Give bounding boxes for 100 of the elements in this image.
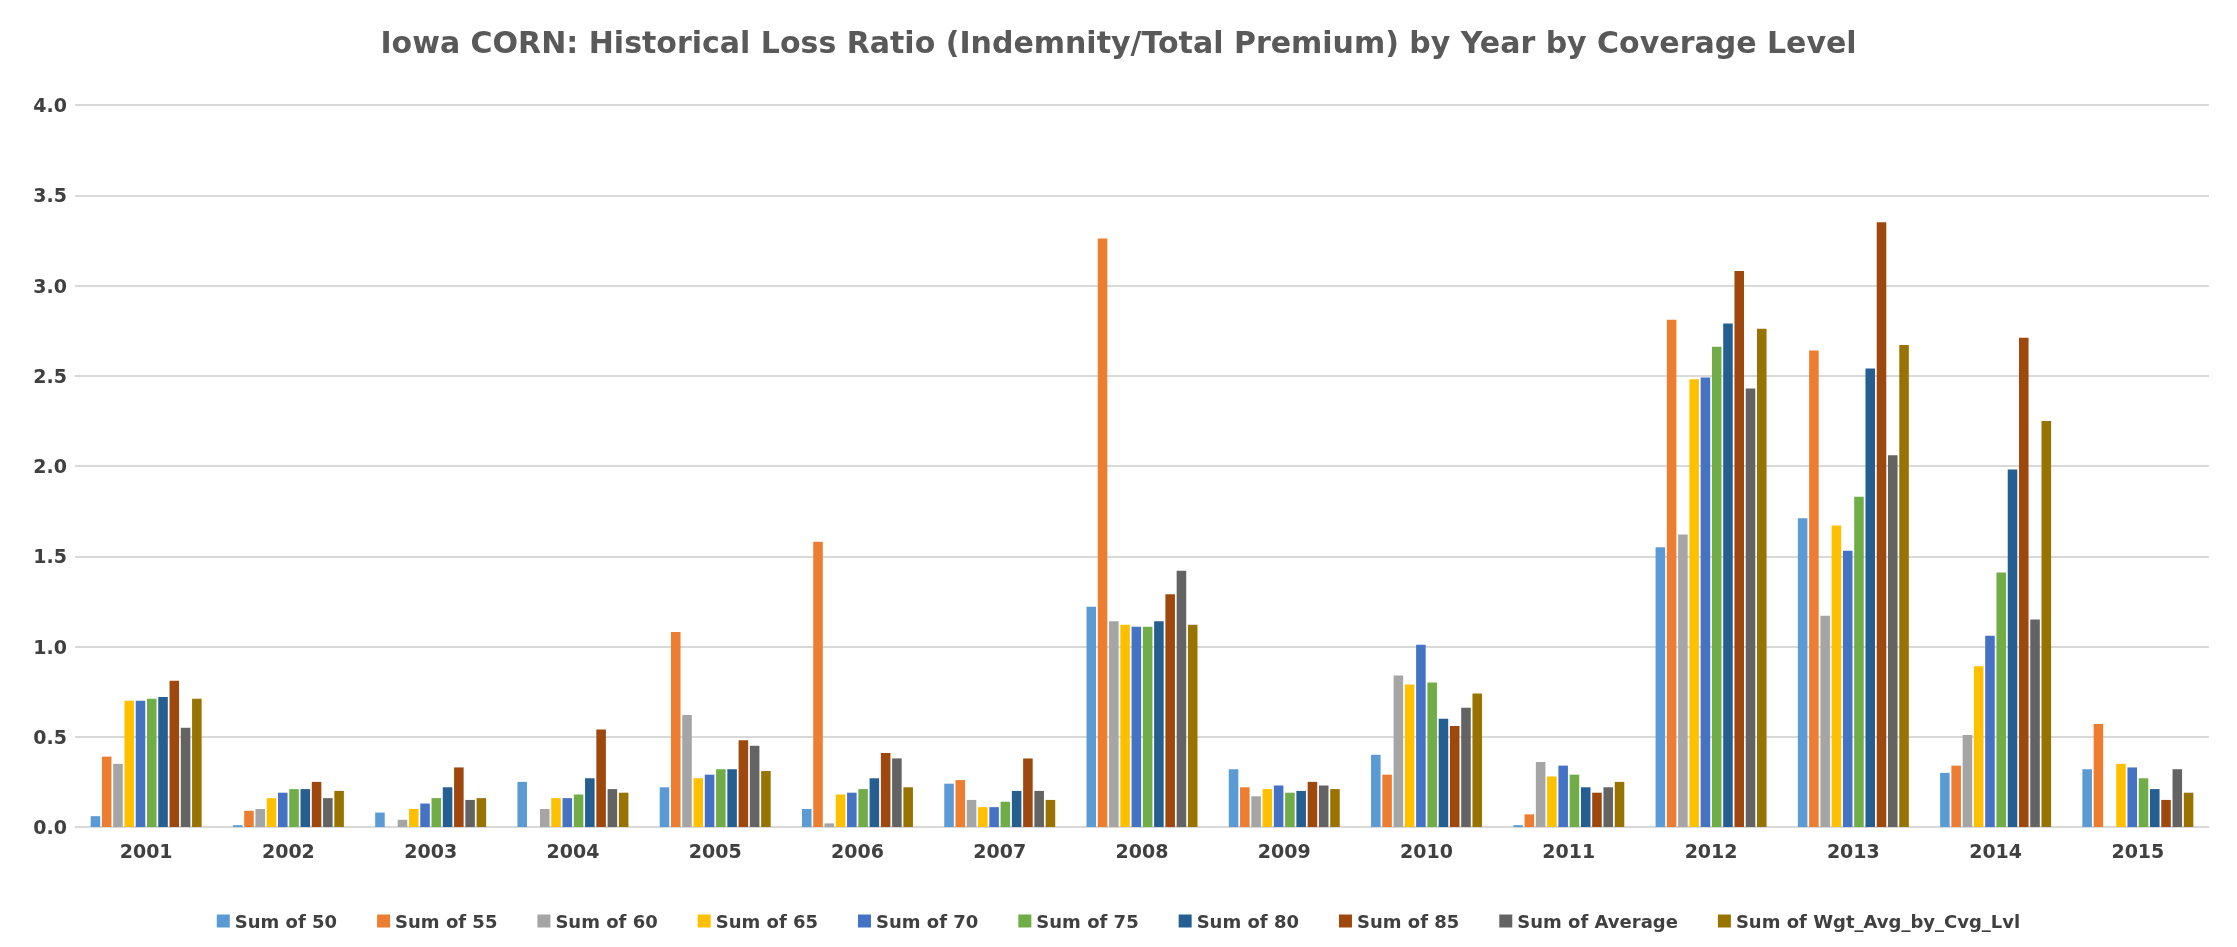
x-tick-label: 2002 xyxy=(261,839,315,862)
x-tick-label: 2001 xyxy=(119,839,173,862)
bar xyxy=(1393,675,1404,827)
bar xyxy=(1176,570,1187,827)
bar xyxy=(1842,550,1853,827)
bar xyxy=(618,792,629,827)
x-tick-label: 2014 xyxy=(1969,839,2023,862)
bar xyxy=(847,792,857,827)
bar xyxy=(682,715,692,827)
bar xyxy=(375,812,385,827)
bar xyxy=(1273,785,1284,827)
bar xyxy=(551,798,561,827)
bar xyxy=(1655,547,1666,827)
bar xyxy=(562,798,573,827)
bar xyxy=(738,740,749,827)
bar xyxy=(1034,790,1044,827)
bar xyxy=(1689,379,1699,827)
bar xyxy=(989,807,999,827)
bar xyxy=(517,781,527,827)
bar xyxy=(1187,624,1198,827)
bar xyxy=(1580,787,1591,827)
bar xyxy=(277,792,288,827)
legend-label: Sum of 85 xyxy=(1356,910,1460,932)
bar xyxy=(101,756,112,827)
bar xyxy=(716,769,726,827)
bar xyxy=(1569,774,1580,827)
bar xyxy=(1711,346,1722,827)
legend-label: Sum of 50 xyxy=(234,910,338,932)
bar xyxy=(2041,420,2052,827)
bar xyxy=(289,789,299,827)
bar xyxy=(192,698,202,827)
bar xyxy=(835,794,846,827)
bar xyxy=(1330,789,1340,827)
bar xyxy=(869,778,880,827)
bar xyxy=(420,803,430,827)
bar xyxy=(1416,644,1426,827)
bar xyxy=(1985,635,1995,827)
legend-label: Sum of 55 xyxy=(395,910,498,932)
bar xyxy=(1723,323,1733,827)
bar xyxy=(670,632,681,827)
bar xyxy=(2116,763,2126,827)
bar xyxy=(1734,271,1745,827)
bar xyxy=(1109,621,1119,827)
bar xyxy=(1865,368,1876,827)
bar xyxy=(903,787,913,827)
bar xyxy=(1251,796,1261,827)
bar xyxy=(1700,377,1711,827)
bar xyxy=(1097,238,1108,827)
bar xyxy=(1472,693,1483,827)
bar xyxy=(124,700,135,827)
bar xyxy=(1757,328,1767,827)
bar xyxy=(1797,518,1808,827)
bar xyxy=(813,541,823,827)
x-tick-label: 2004 xyxy=(546,839,600,862)
bar xyxy=(1614,781,1625,827)
bar xyxy=(2030,619,2040,827)
bar xyxy=(1307,781,1318,827)
bar xyxy=(761,771,771,827)
bar xyxy=(1951,765,1961,827)
bar xyxy=(1888,455,1898,827)
x-tick-label: 2009 xyxy=(1257,839,1311,862)
legend-label: Sum of 75 xyxy=(1036,910,1139,932)
bar xyxy=(135,700,146,827)
bar xyxy=(1899,345,1909,827)
bar xyxy=(573,794,584,827)
bar xyxy=(1285,792,1295,827)
bar xyxy=(1318,785,1329,827)
bar xyxy=(2127,767,2138,827)
bar xyxy=(323,798,333,827)
bar xyxy=(1131,626,1142,827)
bar xyxy=(1382,774,1392,827)
x-tick-label: 2012 xyxy=(1684,839,1738,862)
bar xyxy=(1086,606,1097,827)
bar xyxy=(978,807,988,827)
bar xyxy=(1962,734,1973,827)
y-tick-label: 3.0 xyxy=(33,274,67,297)
legend-label: Sum of Wgt_Avg_by_Cvg_Lvl xyxy=(1735,910,2021,932)
bar xyxy=(1371,754,1381,827)
bar xyxy=(2161,799,2171,827)
bar xyxy=(311,781,322,827)
bar xyxy=(244,810,254,827)
bar xyxy=(1000,801,1011,827)
bar xyxy=(1142,626,1153,827)
bar xyxy=(146,698,157,827)
bar xyxy=(1592,792,1602,827)
bar xyxy=(824,823,835,827)
y-tick-label: 0.0 xyxy=(33,816,67,838)
y-tick-label: 1.5 xyxy=(33,545,67,568)
bar xyxy=(1820,615,1830,827)
bar xyxy=(1603,787,1614,827)
y-tick-label: 0.5 xyxy=(33,725,67,748)
bar xyxy=(955,780,966,827)
bar xyxy=(966,799,977,827)
bar xyxy=(659,787,670,827)
bar xyxy=(1120,624,1130,827)
bar xyxy=(1427,682,1437,827)
bar xyxy=(90,816,101,827)
bar xyxy=(300,789,311,827)
x-tick-label: 2003 xyxy=(404,839,458,862)
bar xyxy=(607,789,618,827)
